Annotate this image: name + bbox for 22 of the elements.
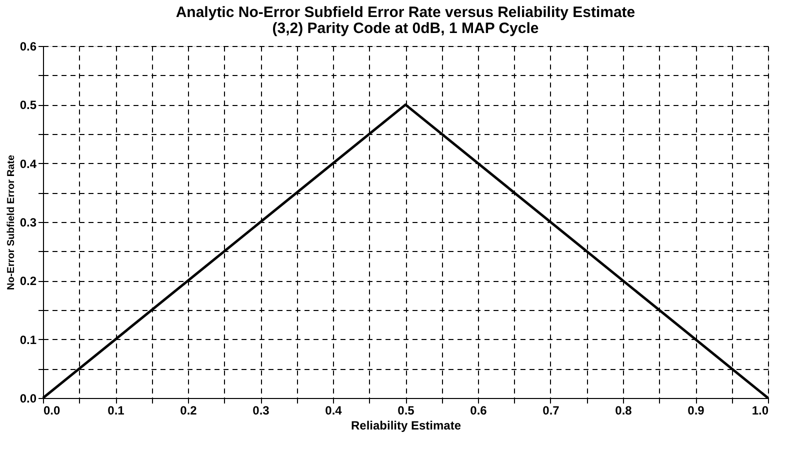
y-tick-label: 0.4: [20, 156, 37, 171]
y-tick-label: 0.3: [20, 216, 37, 230]
x-tick-label: 0.7: [542, 404, 560, 418]
chart-subtitle: (3,2) Parity Code at 0dB, 1 MAP Cycle: [272, 20, 539, 37]
x-axis-title: Reliability Estimate: [350, 418, 462, 432]
y-tick-label: 0.1: [20, 332, 37, 347]
y-tick-label: 0.5: [20, 98, 37, 112]
y-tick-label: 0.6: [20, 40, 37, 54]
x-tick-label: 0.9: [688, 404, 705, 418]
x-tick-label: 0.5: [398, 404, 415, 418]
x-tick-label: 0.4: [325, 404, 342, 418]
x-tick-label: 0.6: [470, 404, 488, 418]
y-axis-title: No-Error Subfield Error Rate: [6, 154, 17, 290]
x-tick-label: 0.2: [180, 404, 198, 418]
x-tick-label: 0.3: [252, 404, 270, 418]
x-tick-label: 0.8: [615, 404, 632, 418]
y-tick-label: 0.0: [20, 392, 37, 406]
x-tick-label: 0.1: [108, 404, 125, 418]
y-tick-label: 0.2: [20, 274, 37, 288]
x-tick-label: 0.0: [44, 404, 61, 418]
chart-title: Analytic No-Error Subfield Error Rate versus Reliability Estimate: [176, 4, 636, 21]
x-tick-label: 1.0: [752, 404, 769, 418]
